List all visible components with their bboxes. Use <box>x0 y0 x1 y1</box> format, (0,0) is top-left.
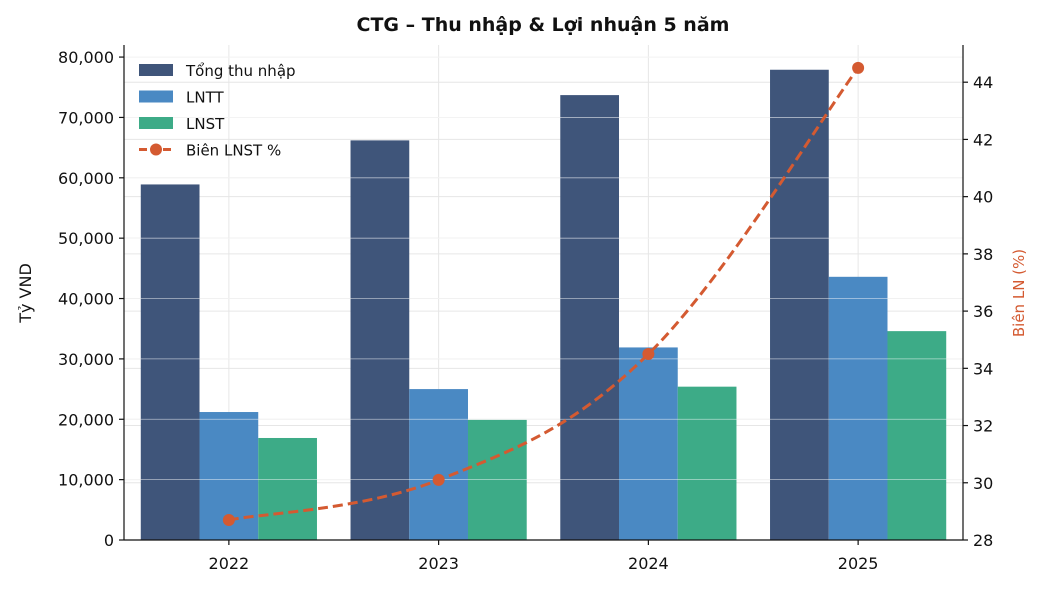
axes-layer <box>123 45 964 541</box>
y-right-tick-label: 40 <box>973 188 993 207</box>
bar-LNST-2025 <box>887 331 947 540</box>
y-right-tick-label: 30 <box>973 474 993 493</box>
legend-label-Tổng thu nhập: Tổng thu nhập <box>185 62 296 80</box>
y-tick-label: 60,000 <box>58 169 114 188</box>
y-tick-label: 80,000 <box>58 48 114 67</box>
line-layer <box>222 61 865 526</box>
legend-line-marker <box>150 143 162 156</box>
line-point-2024 <box>642 348 655 361</box>
legend-swatch-Tổng thu nhập <box>139 64 173 76</box>
y-right-tick-label: 28 <box>973 531 993 550</box>
y-tick-label: 30,000 <box>58 350 114 369</box>
ticks-layer: 0 10,000 20,000 30,000 40,000 50,000 60,000 70,… <box>58 48 993 573</box>
legend-swatch-LNST <box>139 117 173 129</box>
bar-Tổng thu nhập-2025 <box>770 69 829 540</box>
y-tick-label: 0 <box>104 531 114 550</box>
y-tick-label: 20,000 <box>58 410 114 429</box>
x-tick-label: 2024 <box>628 554 669 573</box>
bar-LNTT-2023 <box>409 389 468 540</box>
line-biên-lnst <box>228 67 860 522</box>
y-tick-label: 50,000 <box>58 229 114 248</box>
chart-title: CTG – Thu nhập & Lợi nhuận 5 năm <box>357 14 730 36</box>
y-right-tick-label: 42 <box>973 130 993 149</box>
legend-label-line: Biên LNST % <box>186 142 281 160</box>
line-point-2025 <box>852 61 865 74</box>
legend-label-LNTT: LNTT <box>186 89 224 107</box>
y-right-tick-label: 34 <box>973 359 993 378</box>
y-axis-right-label: Biên LN (%) <box>1010 249 1028 337</box>
bar-LNTT-2024 <box>619 347 678 540</box>
bar-Tổng thu nhập-2024 <box>560 95 620 540</box>
bar-LNTT-2025 <box>828 276 888 540</box>
legend: Tổng thu nhập LNTT LNST Biên LNST % <box>139 62 296 160</box>
line-point-2022 <box>222 513 235 526</box>
x-tick-label: 2022 <box>209 554 250 573</box>
y-right-tick-label: 32 <box>973 417 993 436</box>
bar-LNST-2024 <box>677 386 737 540</box>
y-right-tick-label: 38 <box>973 245 993 264</box>
y-tick-label: 70,000 <box>58 108 114 127</box>
bars-layer <box>124 56 963 540</box>
x-tick-label: 2025 <box>838 554 879 573</box>
y-right-tick-label: 44 <box>973 73 993 92</box>
legend-label-LNST: LNST <box>186 115 225 133</box>
bar-Tổng thu nhập-2023 <box>350 140 410 540</box>
line-point-2023 <box>432 473 445 486</box>
y-tick-label: 10,000 <box>58 471 114 490</box>
x-tick-label: 2023 <box>418 554 459 573</box>
y-right-tick-label: 36 <box>973 302 993 321</box>
y-axis-label: Tỷ VND <box>16 263 35 324</box>
bar-Tổng thu nhập-2022 <box>140 184 200 540</box>
legend-swatch-LNTT <box>139 90 173 103</box>
y-tick-label: 40,000 <box>58 290 114 309</box>
bar-LNST-2022 <box>258 437 317 540</box>
